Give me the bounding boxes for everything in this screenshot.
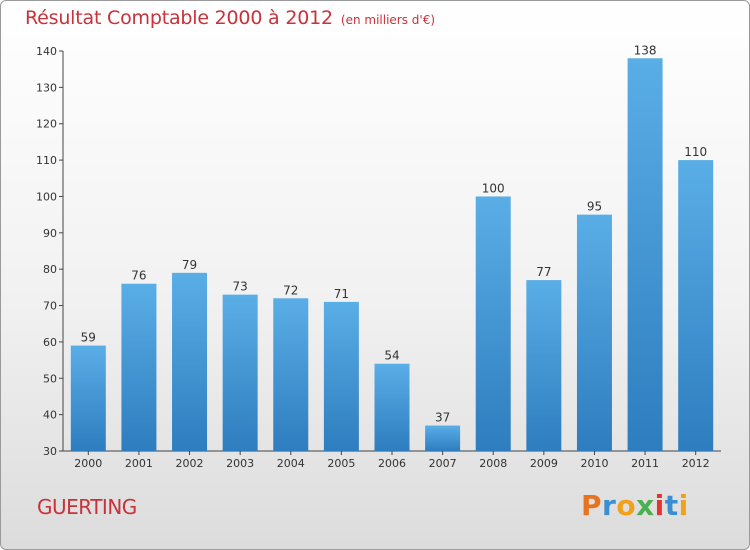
x-tick-label: 2008: [479, 457, 507, 470]
logo-letter: i: [654, 489, 665, 522]
bar-2011: [627, 58, 663, 451]
proxiti-logo: Proxiti: [581, 489, 689, 522]
data-label-2002: 79: [182, 258, 197, 272]
x-tick-label: 2006: [378, 457, 406, 470]
logo-letter: o: [616, 489, 637, 522]
logo-letter: x: [636, 489, 655, 522]
bar-2006: [374, 363, 410, 451]
commune-name: GUERTING: [37, 495, 137, 519]
data-label-2005: 71: [334, 287, 349, 301]
logo-letter: i: [678, 489, 689, 522]
y-tick-label: 60: [43, 336, 57, 349]
logo-letter: P: [581, 489, 603, 522]
data-label-2003: 73: [233, 280, 248, 294]
x-tick-label: 2009: [530, 457, 558, 470]
y-tick-label: 90: [43, 227, 57, 240]
x-tick-label: 2004: [277, 457, 305, 470]
x-tick-label: 2002: [176, 457, 204, 470]
data-label-2000: 59: [81, 331, 96, 345]
chart-title: Résultat Comptable 2000 à 2012 (en millie…: [25, 7, 435, 29]
y-tick-label: 30: [43, 445, 57, 458]
data-label-2012: 110: [684, 145, 707, 159]
y-tick-label: 110: [36, 154, 57, 167]
data-label-2010: 95: [587, 200, 602, 214]
x-tick-label: 2011: [631, 457, 659, 470]
bar-2007: [425, 425, 461, 451]
y-tick-label: 100: [36, 190, 57, 203]
x-tick-label: 2012: [682, 457, 710, 470]
chart-bars: [70, 58, 714, 451]
chart-title-text: Résultat Comptable 2000 à 2012: [25, 7, 333, 29]
y-tick-label: 40: [43, 409, 57, 422]
data-label-2008: 100: [482, 181, 505, 195]
data-label-2001: 76: [131, 269, 146, 283]
bar-2000: [70, 345, 106, 451]
bar-2005: [323, 301, 359, 451]
x-tick-label: 2003: [226, 457, 254, 470]
bar-2002: [172, 272, 208, 451]
bar-2009: [526, 280, 562, 451]
y-tick-label: 120: [36, 118, 57, 131]
data-label-2011: 138: [634, 43, 657, 57]
bar-2001: [121, 283, 157, 451]
x-tick-label: 2000: [74, 457, 102, 470]
bar-2004: [273, 298, 309, 451]
y-tick-label: 80: [43, 263, 57, 276]
logo-letter: r: [602, 489, 617, 522]
chart-data-labels: 59 76 79 73 72 71 54 37 100 77 95 138 110: [81, 43, 707, 424]
chart-subtitle: (en milliers d'€): [340, 13, 436, 27]
bar-2012: [678, 160, 714, 451]
x-tick-label: 2010: [580, 457, 608, 470]
x-tick-label: 2005: [327, 457, 355, 470]
y-tick-label: 70: [43, 300, 57, 313]
data-label-2009: 77: [536, 265, 551, 279]
logo-letter: t: [664, 489, 679, 522]
bar-2003: [222, 294, 258, 451]
bar-2010: [576, 214, 612, 451]
x-tick-label: 2007: [429, 457, 457, 470]
data-label-2007: 37: [435, 411, 450, 425]
y-tick-label: 130: [36, 81, 57, 94]
y-tick-label: 50: [43, 372, 57, 385]
data-label-2004: 72: [283, 283, 298, 297]
data-label-2006: 54: [384, 349, 399, 363]
y-tick-label: 140: [36, 45, 57, 58]
bar-2008: [475, 196, 511, 451]
x-tick-label: 2001: [125, 457, 153, 470]
